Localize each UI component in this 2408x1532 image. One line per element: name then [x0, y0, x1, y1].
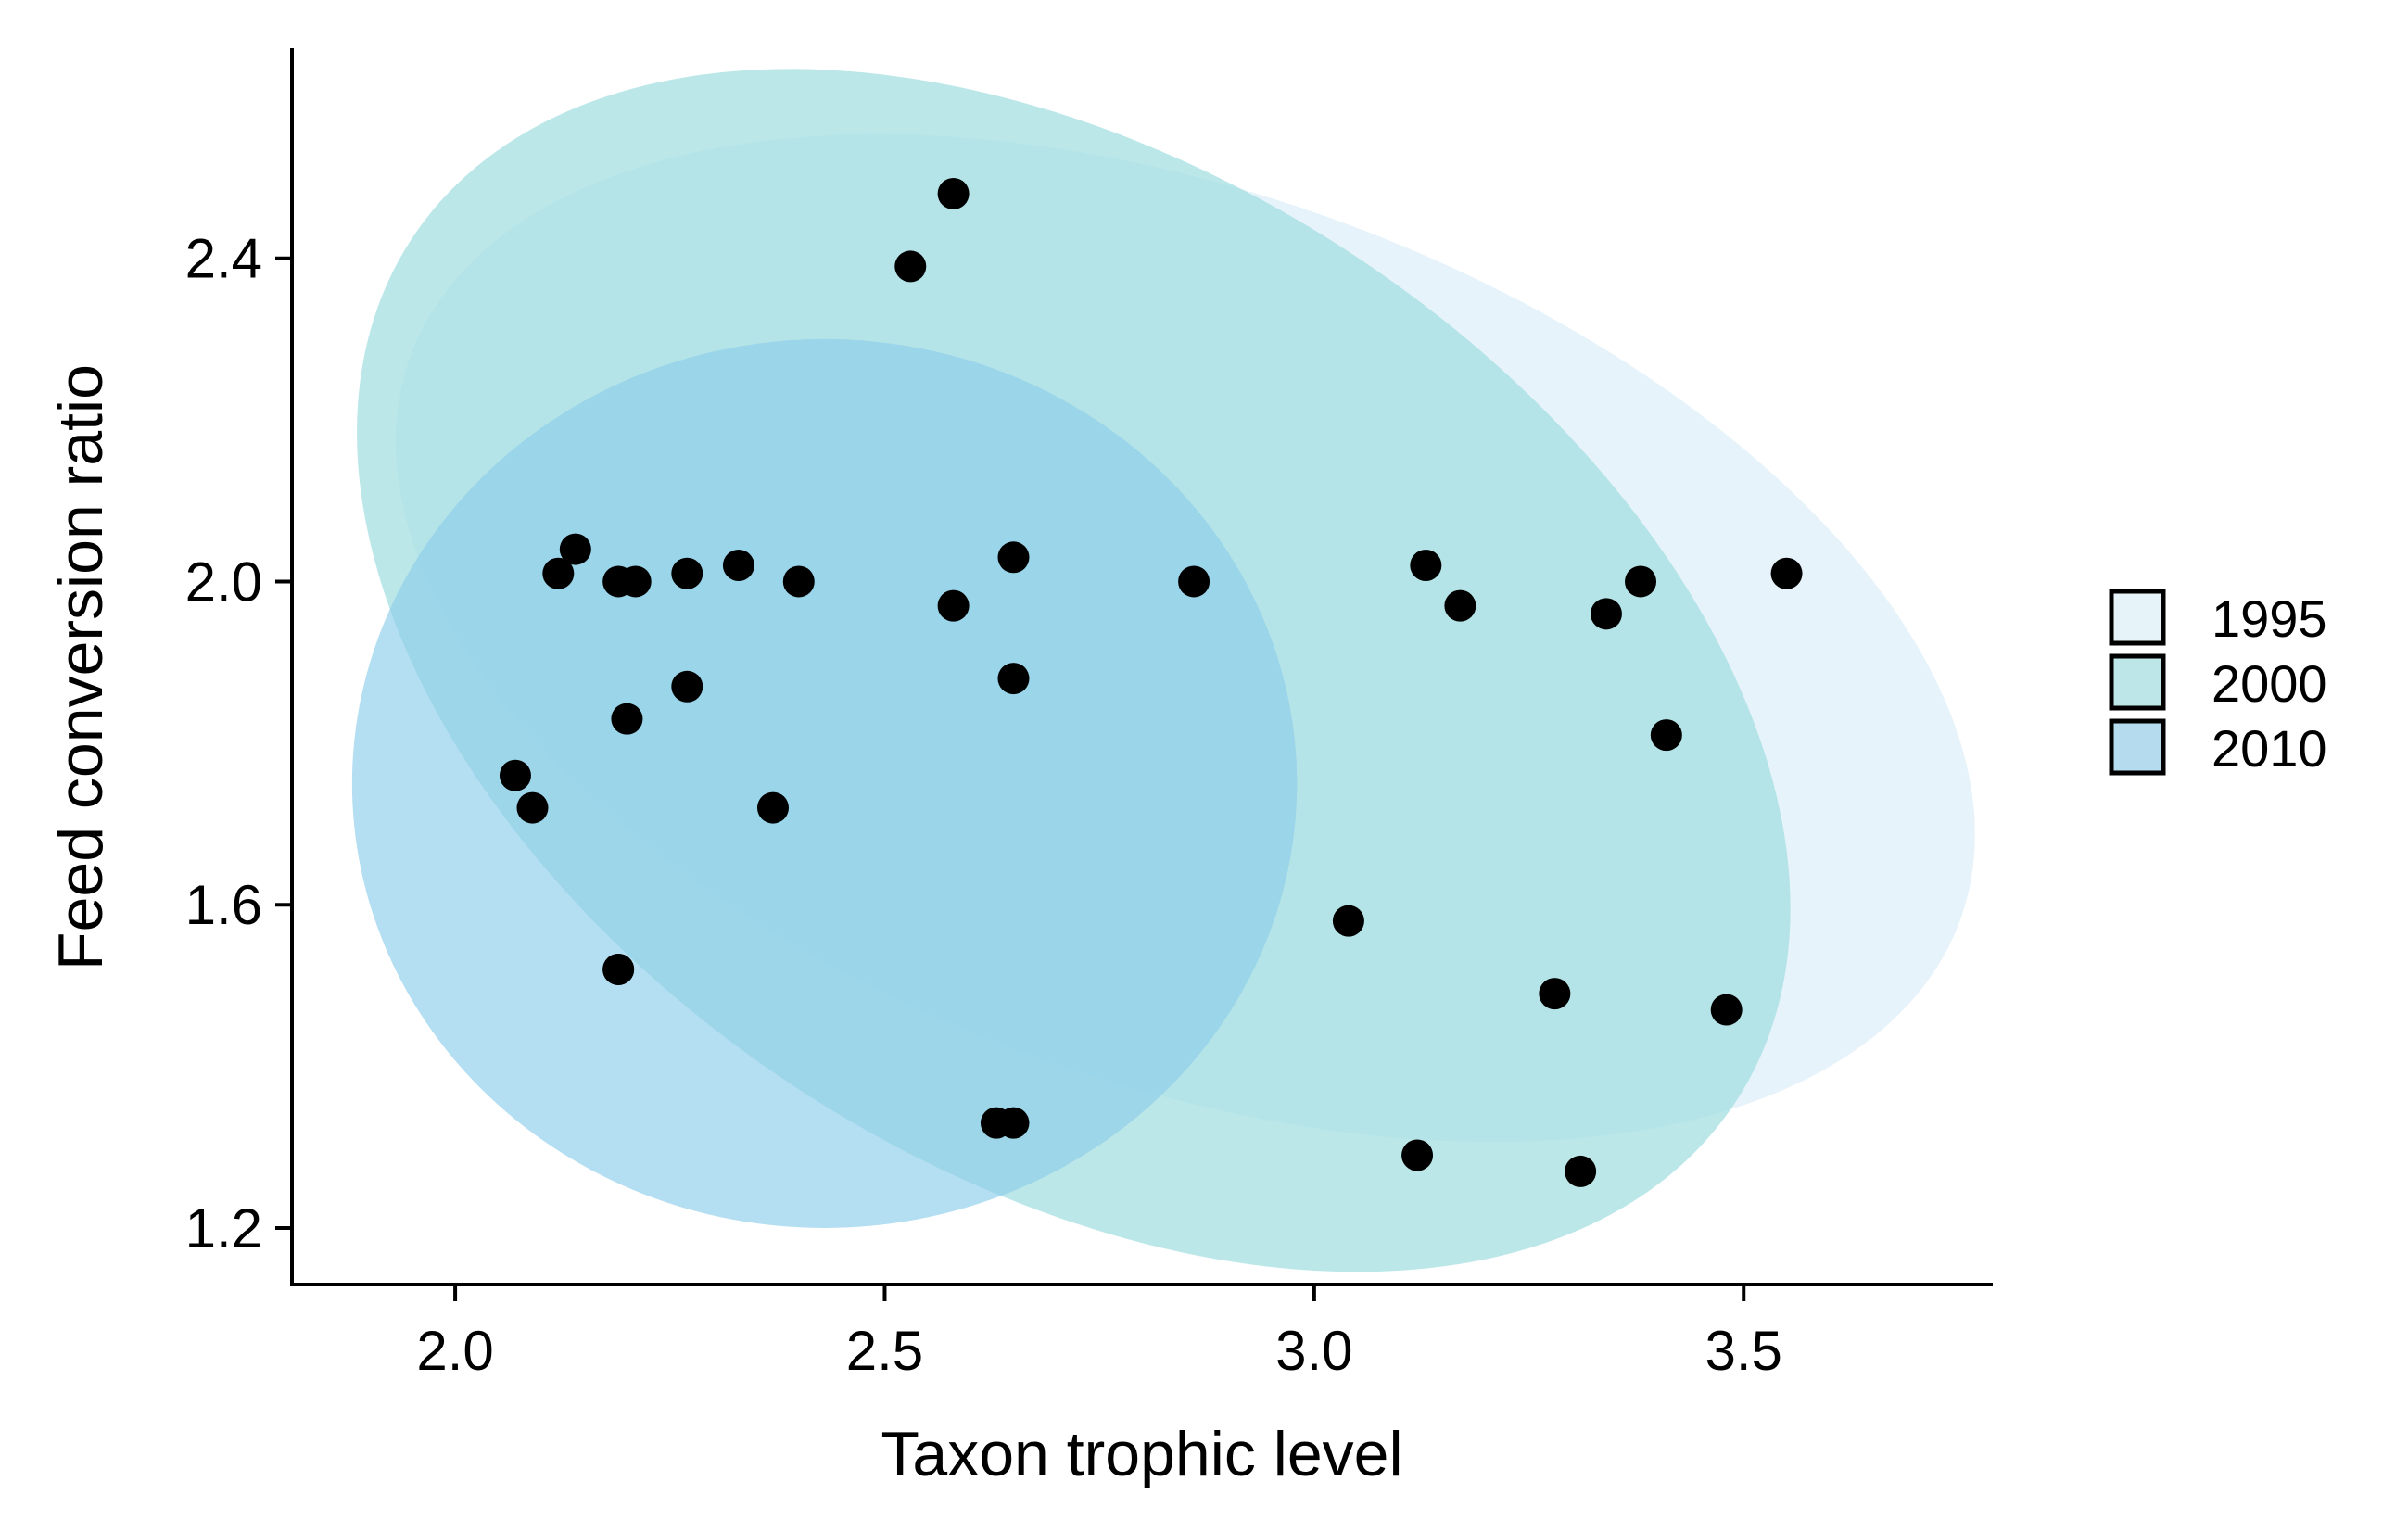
- legend-key-1995: [2109, 589, 2166, 646]
- x-ticks: 2.0 2.5 3.0 3.5: [416, 1285, 1782, 1382]
- data-point: [602, 953, 635, 985]
- y-tick-label: 2.4: [185, 228, 262, 290]
- y-axis-title: Feed conversion ratio: [45, 364, 116, 970]
- data-point: [671, 670, 703, 703]
- x-tick-label: 2.0: [416, 1320, 493, 1382]
- data-point: [997, 541, 1030, 574]
- data-point: [722, 550, 754, 582]
- legend-key-2010: [2109, 718, 2166, 776]
- data-point: [1770, 557, 1803, 589]
- data-point: [756, 791, 789, 824]
- data-point: [1625, 565, 1657, 598]
- legend-key-2000: [2109, 653, 2166, 711]
- x-tick-label: 2.5: [846, 1320, 923, 1382]
- data-point: [1590, 598, 1622, 630]
- data-point: [1401, 1139, 1434, 1171]
- legend: 1995 2000 2010: [2109, 589, 2327, 778]
- y-tick-label: 1.2: [185, 1197, 262, 1260]
- legend-label: 2000: [2212, 654, 2327, 713]
- data-point: [499, 759, 531, 791]
- data-point: [1565, 1155, 1597, 1187]
- y-tick-label: 2.0: [185, 551, 262, 613]
- ellipse-2010: [351, 338, 1298, 1228]
- x-tick-label: 3.5: [1705, 1320, 1782, 1382]
- x-tick-label: 3.0: [1275, 1320, 1352, 1382]
- data-point: [1710, 994, 1743, 1026]
- data-point: [894, 250, 927, 283]
- data-point: [1539, 978, 1571, 1010]
- data-point: [671, 557, 703, 589]
- y-ticks: 1.2 1.6 2.0 2.4: [185, 228, 292, 1260]
- data-point: [1650, 719, 1682, 752]
- data-point: [782, 565, 815, 598]
- axes: [290, 48, 1993, 1286]
- data-point: [516, 791, 549, 824]
- ellipse-layer: [351, 69, 1975, 1272]
- data-point: [611, 703, 643, 735]
- data-point: [542, 557, 575, 589]
- data-point: [997, 663, 1030, 695]
- data-point: [1178, 565, 1210, 598]
- data-point: [1332, 905, 1364, 937]
- data-point: [619, 565, 652, 598]
- legend-label: 1995: [2212, 589, 2327, 648]
- data-point: [1444, 589, 1476, 622]
- data-point: [937, 589, 970, 622]
- data-point: [997, 1107, 1030, 1139]
- x-axis-title: Taxon trophic level: [881, 1419, 1402, 1489]
- data-point: [1410, 550, 1442, 582]
- legend-label: 2010: [2212, 719, 2327, 778]
- y-tick-label: 1.6: [185, 874, 262, 936]
- data-point: [937, 177, 970, 209]
- point-layer: [499, 177, 1803, 1187]
- data-point: [559, 533, 591, 565]
